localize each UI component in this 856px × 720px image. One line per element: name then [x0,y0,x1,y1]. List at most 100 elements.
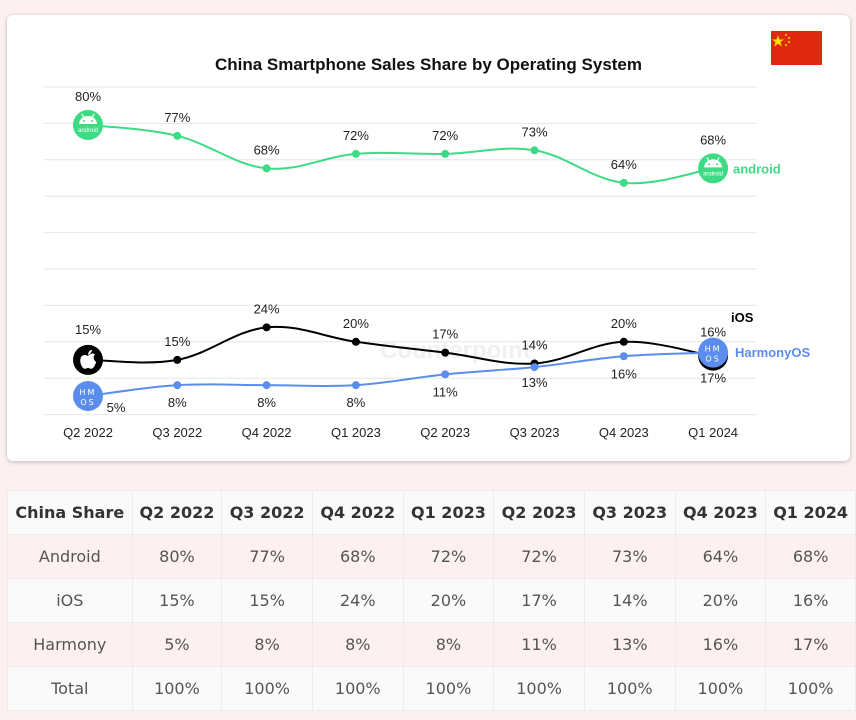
watermark: Counterpoint [380,337,531,364]
table-cell: 16% [674,622,767,667]
legend-harmonyos: HarmonyOS [735,345,810,360]
data-point [262,323,271,332]
data-label: 20% [343,316,369,331]
data-label: 5% [107,400,126,415]
table-cell: 80% [131,534,223,579]
table-cell: 100% [765,666,856,711]
x-axis-tick-label: Q2 2022 [63,425,113,440]
x-axis-tick-label: Q1 2024 [688,425,738,440]
table-cell: 16% [765,578,856,623]
data-point [441,149,450,158]
x-axis-tick-label: Q4 2022 [242,425,292,440]
x-axis-tick-label: Q3 2022 [152,425,202,440]
data-label: 15% [75,322,101,337]
data-label: 73% [521,124,547,139]
apple-logo-icon [73,344,103,375]
column-header: Q1 2023 [402,490,495,535]
table-cell: 100% [221,666,313,711]
svg-text:HM: HM [80,388,97,397]
legend-ios: iOS [731,310,754,325]
table-cell: 64% [674,534,767,579]
row-label: iOS [7,578,133,623]
data-label: 72% [343,128,369,143]
data-label: 72% [432,128,458,143]
data-point [619,352,628,361]
table-cell: 100% [583,666,676,711]
data-label: 77% [164,110,190,125]
line-chart: Counterpoint 80% 77% 68% 72% 72% 73% 64% 68% 15% 1… [44,86,810,440]
x-axis-tick-label: Q3 2023 [510,425,560,440]
row-label: Harmony [7,622,133,667]
svg-text:OS: OS [80,398,95,407]
table-cell: 72% [402,534,495,579]
data-point [619,337,628,346]
table-cell: 11% [493,622,585,667]
data-point [351,381,360,390]
table-cell: 14% [583,578,676,623]
data-label: 20% [611,316,637,331]
ios-line [87,325,714,365]
table-cell: 100% [131,666,223,711]
column-header: Q4 2023 [674,490,767,535]
column-header: Q2 2022 [131,490,223,535]
data-label: 13% [521,375,547,390]
column-header: Q1 2024 [765,490,856,535]
table-cell: 77% [221,534,313,579]
table-row: Android 80% 77% 68% 72% 72% 73% 64% 68% [7,534,856,579]
data-label: 24% [254,301,280,316]
data-label: 11% [433,384,458,399]
x-axis-tick-label: Q1 2023 [331,425,381,440]
data-point [351,337,360,346]
table-cell: 15% [131,578,223,623]
table-cell: 73% [583,534,676,579]
row-label: Android [7,534,133,579]
share-table: China Share Q2 2022 Q3 2022 Q4 2022 Q1 2023 Q… [7,490,856,711]
table-cell: 15% [221,578,313,623]
table-cell: 17% [765,622,856,667]
table-cell: 68% [765,534,856,579]
android-logo-icon: android [73,110,103,140]
table-cell: 24% [311,578,404,623]
data-label: 80% [75,89,101,104]
data-point [173,355,182,364]
data-point [530,363,539,372]
data-point [262,164,271,173]
table-cell: 20% [674,578,767,623]
data-label: 14% [521,337,547,352]
table-cell: 13% [583,622,676,667]
data-label: 17% [700,371,726,386]
x-axis-tick-label: Q2 2023 [420,425,470,440]
svg-text:android: android [78,128,98,134]
table-cell: 72% [493,534,585,579]
table-header-row: China Share Q2 2022 Q3 2022 Q4 2022 Q1 2023 Q… [7,490,856,535]
table-cell: 100% [674,666,767,711]
data-point [441,348,450,357]
table-cell: 17% [493,578,585,623]
table-cell: 8% [402,622,495,667]
column-header: China Share [7,490,133,535]
svg-text:HM: HM [705,345,722,354]
data-label: 15% [164,334,190,349]
table-cell: 8% [221,622,313,667]
data-label: 8% [168,395,187,410]
chart-title: China Smartphone Sales Share by Operatin… [214,55,643,74]
x-axis-tick-label: Q4 2023 [599,425,649,440]
table-cell: 5% [131,622,223,667]
table-cell: 20% [402,578,495,623]
data-label: 16% [611,366,637,381]
svg-text:OS: OS [705,355,720,364]
data-point [173,131,182,140]
data-point [351,149,360,158]
column-header: Q4 2022 [311,490,404,535]
data-label: 16% [700,324,726,339]
table-row: Harmony 5% 8% 8% 8% 11% 13% 16% 17% [7,622,856,667]
data-point [173,381,182,390]
table-cell: 100% [311,666,404,711]
data-label: 68% [700,132,726,147]
table-cell: 8% [311,622,404,667]
android-logo-icon: android [698,153,729,184]
table-cell: 100% [493,666,585,711]
china-flag-icon [771,31,822,65]
row-label: Total [7,666,133,711]
